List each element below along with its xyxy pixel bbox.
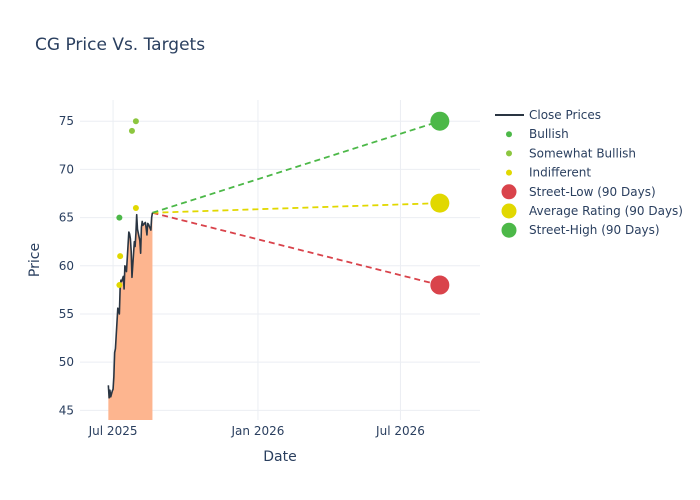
close-price-area bbox=[108, 212, 153, 420]
legend-close-prices-label: Close Prices bbox=[529, 108, 601, 122]
x-tick-label: Jul 2026 bbox=[375, 424, 425, 438]
somewhat-bullish-marker bbox=[128, 127, 135, 134]
y-tick-label: 50 bbox=[59, 355, 74, 369]
x-axis-title: Date bbox=[263, 449, 296, 465]
y-axis-title: Price bbox=[27, 243, 43, 277]
legend-street-low-90-days-label: Street-Low (90 Days) bbox=[529, 185, 656, 199]
legend-bullish-label: Bullish bbox=[529, 127, 569, 141]
legend-somewhat-bullish-label: Somewhat Bullish bbox=[529, 146, 636, 160]
street-high-90-days-marker bbox=[430, 111, 450, 131]
close-prices-area bbox=[108, 212, 153, 420]
legend-average-rating-90-days-swatch bbox=[501, 203, 517, 219]
legend-street-high-90-days-swatch bbox=[501, 222, 517, 238]
chart-title: CG Price Vs. Targets bbox=[35, 35, 205, 55]
target-lines bbox=[152, 120, 441, 286]
y-tick-label: 70 bbox=[59, 162, 74, 176]
x-tick-label: Jul 2025 bbox=[88, 424, 138, 438]
average-rating-90-days-marker bbox=[430, 193, 450, 213]
y-tick-label: 75 bbox=[59, 114, 74, 128]
street-high-90-days-line bbox=[152, 120, 441, 214]
y-tick-label: 55 bbox=[59, 307, 74, 321]
close-price-line bbox=[107, 212, 154, 399]
indifferent-marker bbox=[117, 253, 124, 260]
indifferent-marker bbox=[132, 204, 139, 211]
legend-indifferent-swatch bbox=[506, 169, 512, 176]
street-low-90-days-marker bbox=[430, 275, 450, 295]
y-tick-label: 60 bbox=[59, 259, 74, 273]
y-tick-label: 45 bbox=[59, 403, 74, 417]
legend-street-high-90-days-label: Street-High (90 Days) bbox=[529, 223, 660, 237]
legend-somewhat-bullish-swatch bbox=[506, 150, 512, 157]
legend-bullish-swatch bbox=[506, 131, 512, 138]
rating-markers bbox=[116, 111, 450, 295]
bullish-marker bbox=[116, 214, 123, 221]
legend-street-low-90-days-swatch bbox=[501, 184, 517, 200]
legend-average-rating-90-days-label: Average Rating (90 Days) bbox=[529, 204, 683, 218]
street-low-90-days-line bbox=[152, 211, 441, 286]
axis-ticks: 45 50 55 60 65 70 75 Jul 2025 Jan 2026 Jul 2026 bbox=[59, 114, 425, 438]
close-prices-line bbox=[107, 212, 154, 399]
legend: Close Prices Bullish Somewhat Bullish Indif… bbox=[495, 108, 683, 238]
indifferent-marker bbox=[116, 282, 123, 289]
legend-indifferent-label: Indifferent bbox=[529, 166, 591, 180]
y-tick-label: 65 bbox=[59, 211, 74, 225]
x-tick-label: Jan 2026 bbox=[231, 424, 285, 438]
somewhat-bullish-marker bbox=[132, 118, 139, 125]
average-rating-90-days-line bbox=[152, 202, 440, 214]
